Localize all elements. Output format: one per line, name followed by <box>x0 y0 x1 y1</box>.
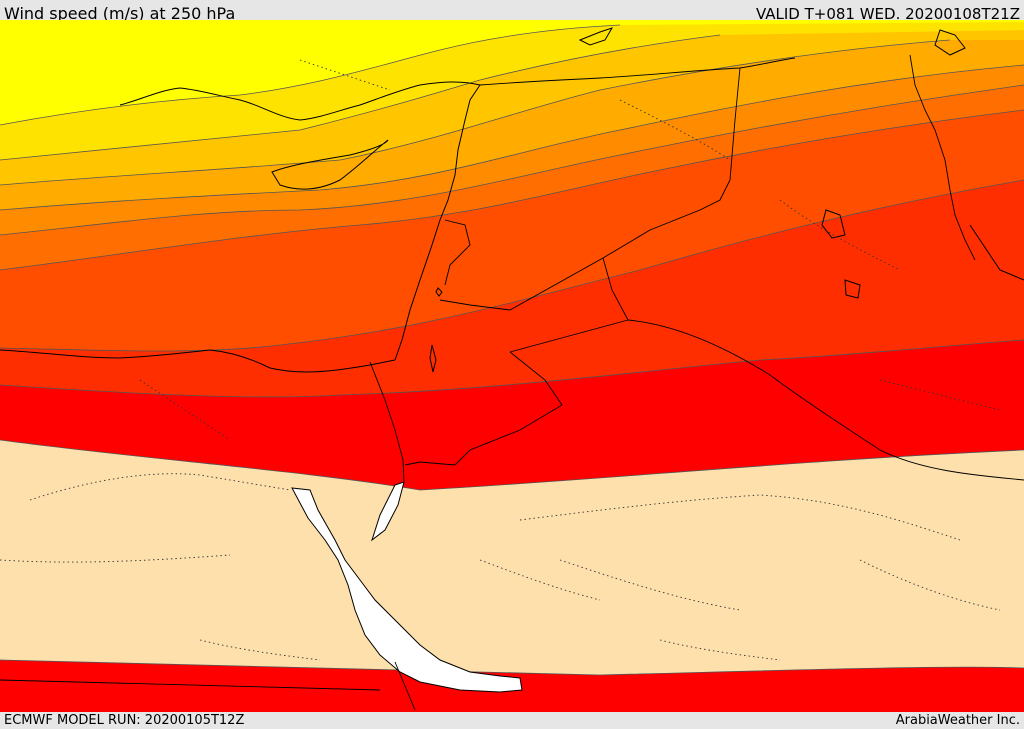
model-run-label: ECMWF MODEL RUN: 20200105T12Z <box>4 713 245 728</box>
country-borders <box>0 54 1024 711</box>
map-title: Wind speed (m/s) at 250 hPa <box>4 4 236 23</box>
wind-speed-map <box>0 20 1024 712</box>
coastlines <box>0 27 1024 373</box>
band-yellow <box>0 20 1024 125</box>
red-sea <box>291 487 523 693</box>
credit-label: ArabiaWeather Inc. <box>895 713 1020 728</box>
header-bar <box>0 0 1024 22</box>
footer-bar <box>0 712 1024 729</box>
contour-lines <box>0 24 1024 676</box>
valid-time: VALID T+081 WED. 20200108T21Z <box>755 5 1020 23</box>
province-borders <box>0 59 1001 661</box>
